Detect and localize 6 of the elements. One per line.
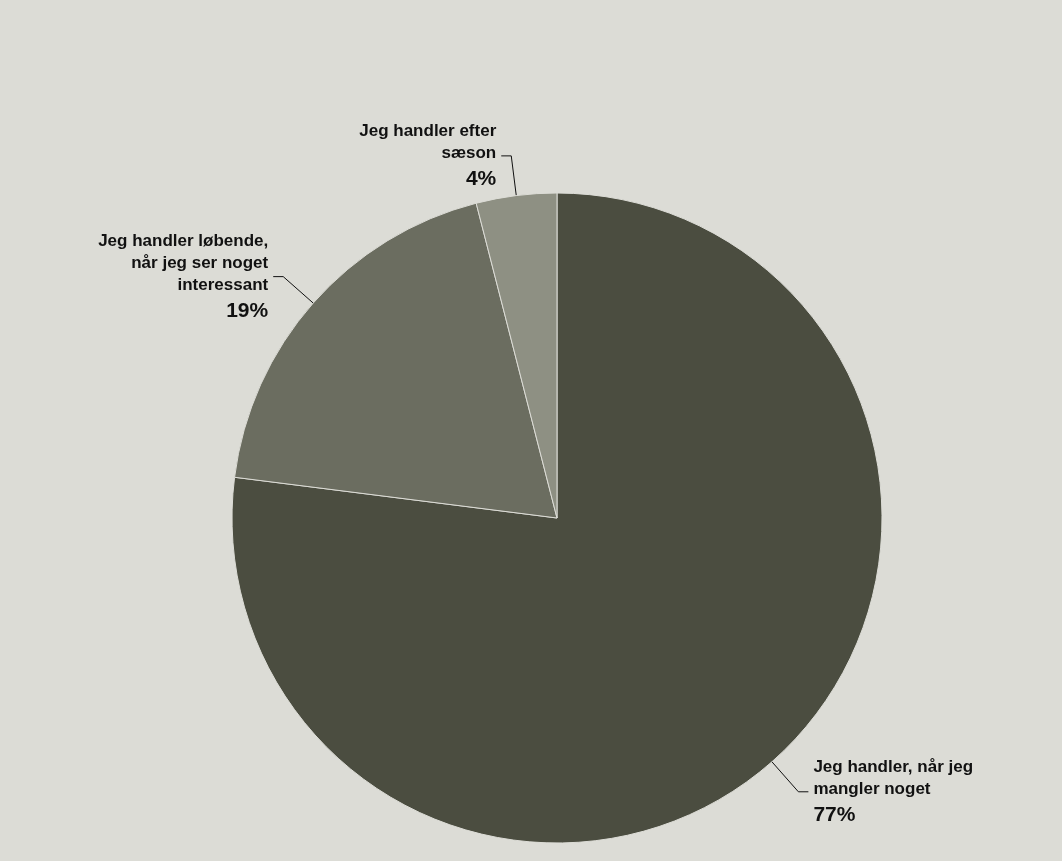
slice-label: Jeg handler løbende, når jeg ser noget interessant: [98, 231, 269, 295]
slice-label: Jeg handler efter sæson: [359, 121, 497, 163]
data-label: 77%: [813, 802, 856, 826]
data-label: 4%: [465, 166, 497, 190]
data-label: 19%: [226, 298, 269, 322]
slice-label: Jeg handler, når jeg mangler noget: [813, 757, 974, 799]
